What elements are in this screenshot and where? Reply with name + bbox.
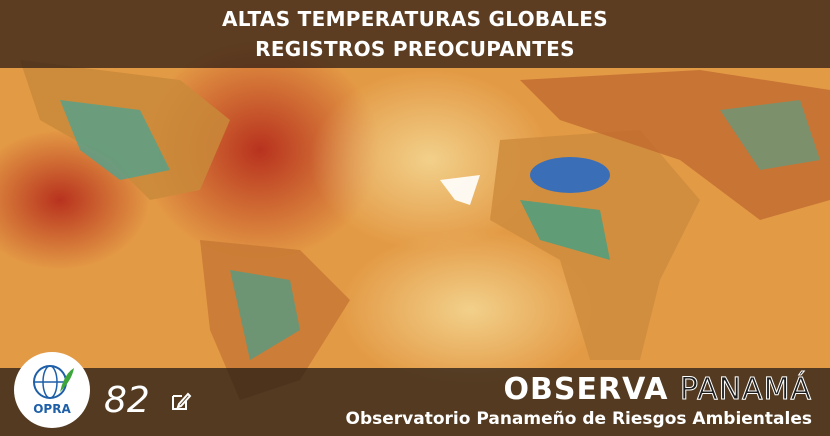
brand-primary: OBSERVA <box>503 372 669 407</box>
cloud-gap <box>440 175 480 205</box>
title-line: ALTAS TEMPERATURAS GLOBALES <box>222 7 608 31</box>
land-cool <box>720 100 820 170</box>
brand: OBSERVA PANAMÁ Observatorio Panameño de … <box>346 372 812 430</box>
warm-area <box>310 70 550 250</box>
view-count: 82 <box>104 380 150 421</box>
edit-icon[interactable] <box>170 390 192 412</box>
title-line: REGISTROS PREOCUPANTES <box>255 37 575 61</box>
logo: OPRA <box>14 352 90 428</box>
brand-name: OBSERVA PANAMÁ <box>346 372 812 408</box>
warm-area <box>340 230 600 390</box>
title-band: ALTAS TEMPERATURAS GLOBALES REGISTROS PR… <box>0 0 830 68</box>
logo-globe <box>33 365 74 399</box>
land-cold <box>530 157 610 193</box>
footer-band: 82 OBSERVA PANAMÁ Observatorio Panameño … <box>0 368 830 436</box>
hot-area <box>140 40 380 260</box>
brand-secondary: PANAMÁ <box>679 372 812 408</box>
land-cool <box>60 100 170 180</box>
logo-label: OPRA <box>33 402 71 416</box>
land-cool <box>230 270 300 360</box>
land-cool <box>520 200 610 260</box>
brand-subtitle: Observatorio Panameño de Riesgos Ambient… <box>345 409 812 429</box>
